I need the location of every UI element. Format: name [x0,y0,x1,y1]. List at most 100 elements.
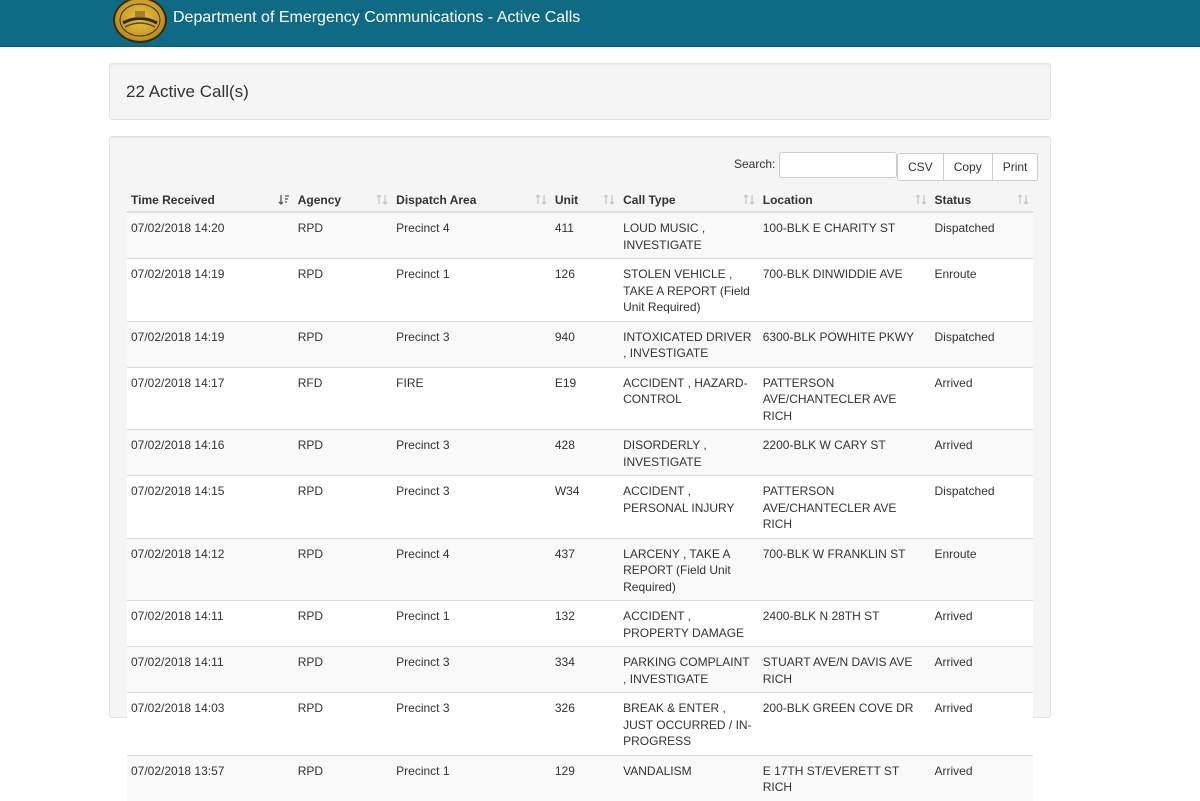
cell-unit: 411 [550,211,620,259]
cell-area: Precinct 1 [392,258,551,321]
cell-status: Dispatched [930,475,1033,538]
cell-area: Precinct 4 [392,211,551,259]
cell-call-type: ACCIDENT , HAZARD-CONTROL [619,366,759,430]
cell-unit: 129 [550,754,620,801]
cell-status: Arrived [930,646,1033,693]
column-header-location[interactable]: Location [758,187,931,213]
cell-status: Arrived [930,692,1033,755]
column-header-dispatch-area[interactable]: Dispatch Area [392,187,551,213]
sort-both-icon [1017,194,1029,205]
cell-unit: 326 [550,692,620,755]
table-row: 07/02/2018 14:16 RPD Precinct 3 428 DISO… [127,429,1033,476]
cell-status: Enroute [930,258,1033,321]
cell-time: 07/02/2018 14:15 [127,475,294,538]
cell-location: PATTERSON AVE/CHANTECLER AVE RICH [758,475,931,538]
column-header-call-type[interactable]: Call Type [619,187,759,213]
copy-button[interactable]: Copy [942,153,993,181]
cell-area: FIRE [392,366,551,430]
export-button-group: CSV Copy Print [897,153,1039,181]
table-row: 07/02/2018 13:57 RPD Precinct 1 129 VAND… [127,754,1033,801]
cell-agency: RPD [293,754,393,801]
cell-call-type: BREAK & ENTER , JUST OCCURRED / IN-PROGR… [619,692,759,755]
cell-location: 100-BLK E CHARITY ST [758,211,931,259]
column-label: Time Received [131,192,215,207]
cell-status: Arrived [930,754,1033,801]
cell-call-type: LOUD MUSIC , INVESTIGATE [619,211,759,259]
cell-area: Precinct 4 [392,537,551,601]
cell-agency: RPD [293,646,393,693]
cell-agency: RPD [293,211,393,259]
table-row: 07/02/2018 14:19 RPD Precinct 3 940 INTO… [127,320,1033,367]
table-row: 07/02/2018 14:11 RPD Precinct 1 132 ACCI… [127,600,1033,647]
cell-location: 200-BLK GREEN COVE DR [758,692,931,755]
cell-unit: E19 [550,366,620,430]
cell-time: 07/02/2018 13:57 [127,754,294,801]
cell-time: 07/02/2018 14:03 [127,692,294,755]
cell-agency: RPD [293,600,393,647]
cell-location: STUART AVE/N DAVIS AVE RICH [758,646,931,693]
app-header: Department of Emergency Communications -… [0,0,1200,47]
print-button[interactable]: Print [991,153,1039,181]
page-title: Department of Emergency Communications -… [173,9,581,26]
cell-area: Precinct 3 [392,692,551,755]
search-input[interactable] [779,152,897,178]
table-row: 07/02/2018 14:03 RPD Precinct 3 326 BREA… [127,692,1033,755]
cell-location: 2400-BLK N 28TH ST [758,600,931,647]
sort-both-icon [915,194,926,205]
cell-call-type: INTOXICATED DRIVER , INVESTIGATE [619,320,759,367]
cell-area: Precinct 1 [392,600,551,647]
active-calls-table: Time Received Agency Dispatch Area [127,187,1033,801]
cell-status: Arrived [930,366,1033,430]
cell-location: 700-BLK W FRANKLIN ST [758,537,931,601]
city-seal-logo [113,0,167,43]
column-label: Agency [297,192,342,207]
table-row: 07/02/2018 14:11 RPD Precinct 3 334 PARK… [127,646,1033,693]
cell-agency: RPD [293,692,393,755]
cell-call-type: ACCIDENT , PERSONAL INJURY [619,475,759,538]
cell-status: Dispatched [930,320,1033,367]
search-label: Search: [734,157,776,171]
cell-time: 07/02/2018 14:12 [127,537,294,601]
cell-status: Arrived [930,600,1033,647]
cell-area: Precinct 3 [392,646,551,693]
cell-location: PATTERSON AVE/CHANTECLER AVE RICH [758,366,931,430]
csv-button[interactable]: CSV [897,153,944,181]
cell-agency: RPD [293,320,393,367]
cell-agency: RPD [293,537,393,601]
column-label: Dispatch Area [396,192,477,207]
table-row: 07/02/2018 14:19 RPD Precinct 1 126 STOL… [127,258,1033,321]
cell-time: 07/02/2018 14:17 [127,366,294,430]
cell-call-type: DISORDERLY , INVESTIGATE [619,429,759,476]
column-label: Status [934,192,972,207]
cell-unit: 126 [550,258,620,321]
cell-location: E 17TH ST/EVERETT ST RICH [758,754,931,801]
cell-agency: RPD [293,429,393,476]
cell-time: 07/02/2018 14:16 [127,429,294,476]
cell-time: 07/02/2018 14:11 [127,646,294,693]
cell-unit: 334 [550,646,620,693]
table-row: 07/02/2018 14:12 RPD Precinct 4 437 LARC… [127,537,1033,601]
cell-unit: 940 [550,320,620,367]
cell-unit: 428 [550,429,620,476]
cell-time: 07/02/2018 14:11 [127,600,294,647]
column-header-agency[interactable]: Agency [293,187,393,213]
column-header-status[interactable]: Status [930,187,1033,213]
cell-time: 07/02/2018 14:19 [127,258,294,321]
cell-time: 07/02/2018 14:19 [127,320,294,367]
cell-time: 07/02/2018 14:20 [127,211,294,259]
table-row: 07/02/2018 14:20 RPD Precinct 4 411 LOUD… [127,211,1033,259]
table-row: 07/02/2018 14:15 RPD Precinct 3 W34 ACCI… [127,475,1033,538]
column-header-time-received[interactable]: Time Received [127,187,294,213]
cell-agency: RPD [293,258,393,321]
sort-descending-icon [278,195,289,205]
table-row: 07/02/2018 14:17 RFD FIRE E19 ACCIDENT ,… [127,366,1033,430]
cell-call-type: STOLEN VEHICLE , TAKE A REPORT (Field Un… [619,258,759,321]
column-header-unit[interactable]: Unit [550,187,620,213]
active-call-count: 22 Active Call(s) [126,82,249,101]
cell-agency: RFD [293,366,393,430]
column-label: Location [762,192,813,207]
cell-call-type: LARCENY , TAKE A REPORT (Field Unit Requ… [619,537,759,601]
cell-location: 2200-BLK W CARY ST [758,429,931,476]
calls-panel: Search: CSV Copy Print Time Received Age… [109,136,1051,801]
cell-status: Enroute [930,537,1033,601]
